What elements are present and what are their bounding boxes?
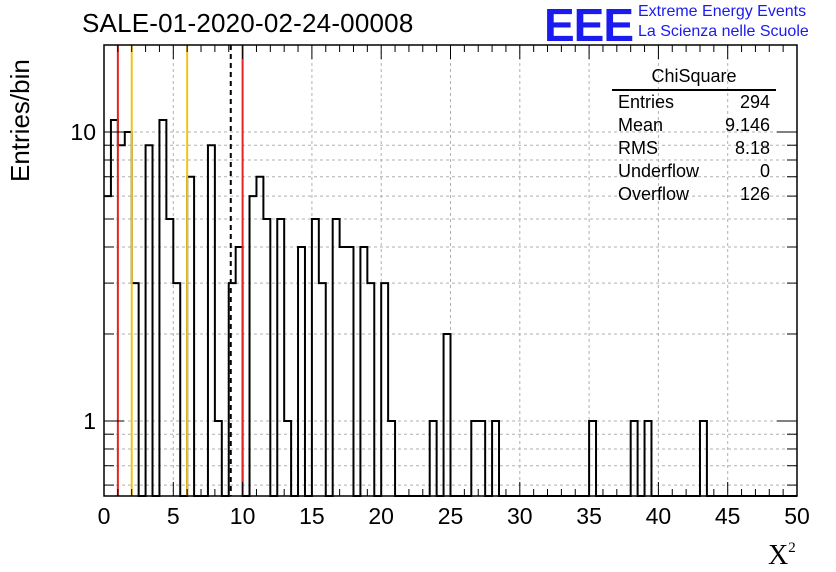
stats-value: 0 [759,161,770,181]
y-axis-label-wrap: Entries/bin [5,59,45,202]
histogram-bin [173,283,180,496]
x-tick-label: 0 [98,503,111,529]
x-axis-label: X2 [768,540,796,572]
histogram-bin [319,283,326,496]
x-tick-label: 50 [784,503,810,529]
histogram-bin [340,247,347,496]
histogram-bin [367,283,374,496]
histogram-bin [166,219,173,496]
histogram-bin [146,145,153,496]
histogram-bin [298,247,305,496]
x-tick-label: 5 [167,503,180,529]
logo-line-2: La Scienza nelle Scuole [638,23,809,40]
x-tick-label: 10 [230,503,256,529]
x-tick-label: 45 [715,503,741,529]
histogram-bin [277,219,284,496]
histogram-bin [132,283,139,496]
histogram-bin [208,145,215,496]
x-axis-label-superscript: 2 [788,540,796,556]
x-tick-label: 35 [576,503,602,529]
histogram-bin [333,219,340,496]
stats-row: Overflow 126 [612,183,776,206]
stats-box: ChiSquare Entries 294 Mean 9.146 RMS 8.1… [612,66,776,206]
y-tick-label: 10 [70,119,96,145]
stats-label: RMS [618,138,658,158]
stats-value: 9.146 [724,115,770,135]
stats-row: Mean 9.146 [612,114,776,137]
x-tick-label: 20 [368,503,394,529]
stats-label: Entries [618,92,675,112]
stats-value: 8.18 [734,138,770,158]
x-tick-label: 40 [646,503,672,529]
histogram-bin [236,247,243,496]
x-axis-label-text: X [768,540,789,571]
logo-line-1: Extreme Energy Events [638,3,807,20]
histogram-bin [250,196,257,496]
histogram-bin [118,145,125,496]
histogram-bin [104,196,111,496]
histogram-bin [347,247,354,496]
histogram-bin [312,219,319,496]
x-tick-label: 30 [507,503,533,529]
stats-row: RMS 8.18 [612,137,776,160]
x-tick-label: 15 [299,503,325,529]
histogram-bin [263,219,270,496]
stats-label: Overflow [618,184,690,204]
stats-row: Entries 294 [612,91,776,114]
tick-labels: 0 5 10 15 20 25 30 35 40 45 50 1 10 [70,119,809,529]
histogram-bin [360,247,367,496]
axis-ticks [103,44,798,496]
histogram-bin [444,334,451,496]
stats-value: 126 [739,184,770,204]
histogram-bin [125,132,132,496]
eee-logo: EEE [544,0,634,51]
x-tick-label: 25 [438,503,464,529]
y-axis-label: Entries/bin [5,59,35,182]
stats-row: Underflow 0 [612,160,776,183]
histogram-bin [381,283,388,496]
stats-value: 294 [739,92,770,112]
stats-label: Underflow [618,161,700,181]
y-tick-label: 1 [83,408,96,434]
histogram-bin [256,177,263,496]
chart-title: SALE-01-2020-02-24-00008 [82,8,414,38]
stats-box-title: ChiSquare [612,66,776,91]
histogram-bin [187,177,194,496]
stats-label: Mean [618,115,664,135]
